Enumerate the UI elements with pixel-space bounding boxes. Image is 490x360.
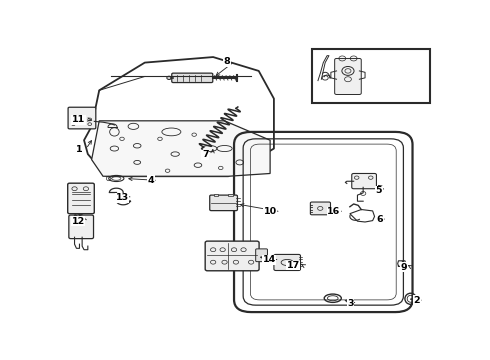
Text: 10: 10 [264, 207, 277, 216]
Text: 12: 12 [72, 217, 85, 226]
Text: 15: 15 [330, 74, 343, 83]
Polygon shape [92, 121, 270, 176]
FancyBboxPatch shape [172, 73, 213, 82]
Text: 4: 4 [147, 176, 154, 185]
FancyBboxPatch shape [274, 255, 300, 270]
FancyBboxPatch shape [68, 183, 94, 214]
Text: 17: 17 [287, 261, 300, 270]
FancyBboxPatch shape [310, 202, 330, 215]
Text: 13: 13 [116, 193, 129, 202]
Text: 16: 16 [327, 207, 341, 216]
Text: 2: 2 [414, 296, 420, 305]
Bar [312, 49, 430, 103]
Text: 3: 3 [347, 299, 354, 308]
FancyBboxPatch shape [256, 249, 268, 262]
Bar [214, 194, 219, 196]
FancyBboxPatch shape [210, 195, 238, 211]
Text: 5: 5 [376, 186, 382, 195]
Text: 14: 14 [263, 256, 276, 265]
Text: 9: 9 [401, 263, 408, 272]
FancyBboxPatch shape [352, 174, 376, 189]
Text: 8: 8 [223, 57, 230, 66]
Circle shape [167, 76, 172, 80]
Text: 1: 1 [75, 145, 82, 154]
FancyBboxPatch shape [68, 107, 96, 129]
FancyBboxPatch shape [335, 58, 361, 94]
FancyBboxPatch shape [205, 241, 259, 271]
Text: 11: 11 [72, 115, 85, 124]
Text: 7: 7 [202, 150, 209, 159]
Text: 6: 6 [377, 215, 383, 224]
Bar [228, 194, 233, 196]
FancyBboxPatch shape [69, 215, 94, 239]
